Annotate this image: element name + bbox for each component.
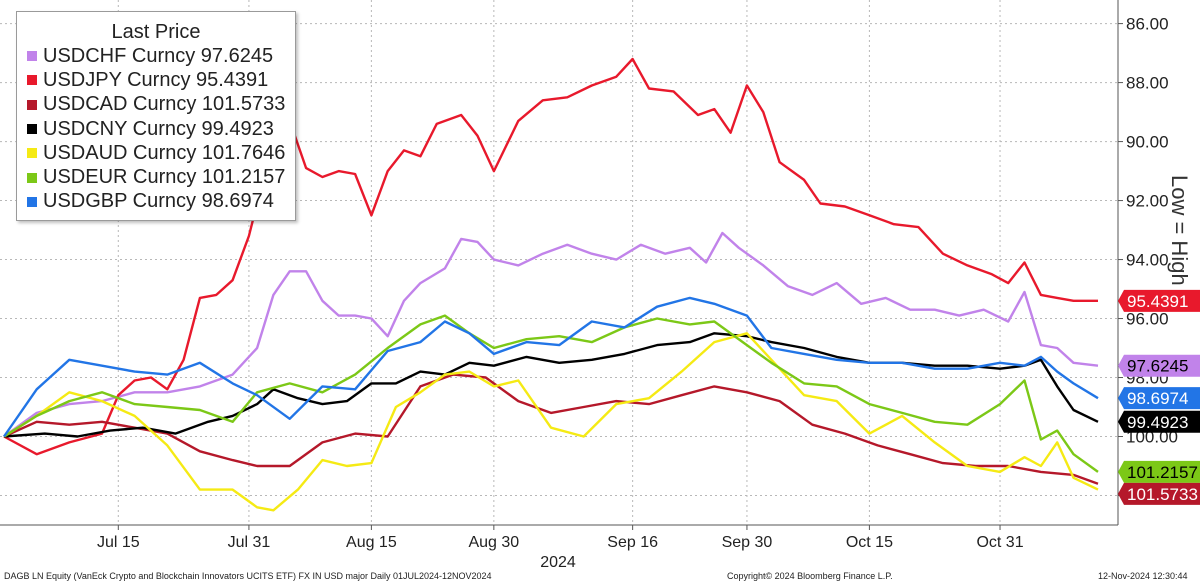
legend-item-usdeur: USDEUR Curncy 101.2157 [17, 165, 295, 189]
x-tick-label: Oct 31 [976, 534, 1023, 551]
footer-timestamp: 12-Nov-2024 12:30:44 [1098, 571, 1188, 581]
series-lines [3, 57, 1099, 512]
legend-label: USDCHF Curncy 97.6245 [43, 44, 274, 67]
end-label-usdeur: 101.2157 [1118, 460, 1200, 483]
end-label-usdcny: 99.4923 [1118, 410, 1200, 433]
y-tick-label: 88.00 [1126, 74, 1169, 93]
legend-label: USDAUD Curncy 101.7646 [43, 141, 286, 164]
x-tick-label: Aug 30 [468, 534, 519, 551]
side-label: Low = High [1167, 175, 1192, 286]
legend-rows: USDCHF Curncy 97.6245 USDJPY Curncy 95.43… [17, 44, 295, 214]
y-tick-label: 90.00 [1126, 133, 1169, 152]
x-tick-label: Oct 15 [846, 534, 893, 551]
legend-title: Last Price [111, 21, 201, 43]
legend-swatch [27, 172, 37, 183]
y-tick-label: 94.00 [1126, 251, 1169, 270]
end-label-text: 101.2157 [1127, 463, 1198, 482]
legend-swatch [27, 75, 37, 86]
footer-source: DAGB LN Equity (VanEck Crypto and Blockc… [4, 571, 492, 581]
legend-swatch [27, 148, 37, 159]
series-line-usdjpy [3, 57, 1098, 456]
end-label-tag [1118, 410, 1200, 433]
legend-swatch [27, 196, 37, 207]
x-tick-label: Sep 30 [722, 534, 773, 551]
legend-item-usdgbp: USDGBP Curncy 98.6974 [17, 190, 295, 214]
end-label-text: 101.5733 [1127, 485, 1198, 504]
legend: Last Price USDCHF Curncy 97.6245 USDJPY C… [16, 11, 296, 221]
legend-item-usdchf: USDCHF Curncy 97.6245 [17, 44, 295, 68]
end-labels: 95.4391 97.6245 98.6974 99.4923 101.2157 101.… [1118, 289, 1200, 505]
end-label-tag [1118, 289, 1200, 312]
x-axis-year-label: 2024 [540, 554, 576, 571]
end-label-text: 98.6974 [1127, 389, 1188, 408]
legend-item-usdaud: USDAUD Curncy 101.7646 [17, 141, 295, 165]
x-tick-label: Sep 16 [607, 534, 658, 551]
x-tick-label: Jul 15 [97, 534, 140, 551]
legend-label: USDJPY Curncy 95.4391 [43, 68, 269, 91]
legend-item-usdjpy: USDJPY Curncy 95.4391 [17, 68, 295, 92]
end-label-usdjpy: 95.4391 [1118, 289, 1200, 312]
end-label-tag [1118, 387, 1200, 410]
end-label-usdgbp: 98.6974 [1118, 387, 1200, 410]
series-line-usdcny [3, 332, 1099, 438]
y-tick-label: 86.00 [1126, 15, 1169, 34]
series-line-usdaud [3, 332, 1099, 512]
end-label-tag [1118, 354, 1200, 377]
end-label-usdchf: 97.6245 [1118, 354, 1200, 377]
legend-label: USDCNY Curncy 99.4923 [43, 117, 274, 140]
legend-swatch [27, 99, 37, 110]
footer-copyright: Copyright© 2024 Bloomberg Finance L.P. [727, 571, 893, 581]
x-tick-label: Jul 31 [228, 534, 271, 551]
legend-label: USDEUR Curncy 101.2157 [43, 166, 286, 189]
end-label-usdcad: 101.5733 [1118, 482, 1200, 505]
series-line-usdcad [3, 373, 1099, 485]
series-line-usdchf [3, 231, 1099, 438]
legend-swatch [27, 124, 37, 135]
legend-swatch [27, 51, 37, 62]
series-line-usdeur [3, 314, 1099, 473]
end-label-text: 99.4923 [1127, 413, 1188, 432]
end-label-tag [1118, 460, 1200, 483]
end-label-tag [1118, 482, 1200, 505]
legend-label: USDGBP Curncy 98.6974 [43, 190, 274, 213]
end-label-text: 95.4391 [1127, 292, 1188, 311]
legend-label: USDCAD Curncy 101.5733 [43, 93, 286, 116]
legend-item-usdcad: USDCAD Curncy 101.5733 [17, 93, 295, 117]
y-tick-label: 92.00 [1126, 192, 1169, 211]
x-axis: Jul 15 Jul 31 Aug 15 Aug 30 Sep 16 Sep 30 Oct … [97, 525, 1024, 571]
legend-item-usdcny: USDCNY Curncy 99.4923 [17, 117, 295, 141]
end-label-text: 97.6245 [1127, 357, 1188, 376]
series-line-usdgbp [3, 296, 1099, 438]
x-tick-label: Aug 15 [346, 534, 397, 551]
y-tick-label: 96.00 [1126, 310, 1169, 329]
